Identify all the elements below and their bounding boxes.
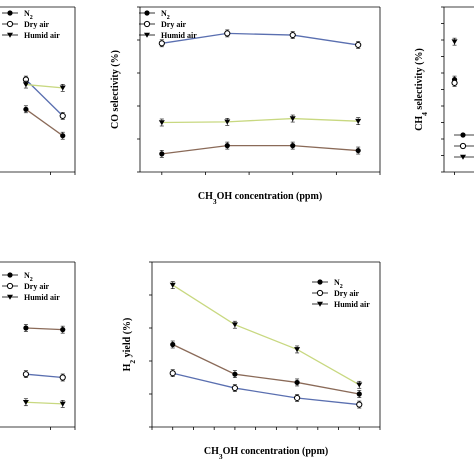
data-point-n2 [159, 151, 165, 157]
legend-label: Humid air [24, 31, 60, 40]
data-point-dry [293, 394, 301, 402]
y-axis-label: H2 yield (%) [122, 318, 137, 372]
legend-marker-humid [317, 301, 323, 307]
data-point-humid [224, 119, 231, 125]
legend-label: N2 [24, 271, 33, 283]
data-point-n2 [60, 133, 66, 139]
chart-panel-5: CH3OH concentration (ppm) H2 yield (%) N2D… [122, 261, 381, 461]
legend-marker-n2 [144, 10, 150, 16]
data-point-dry [169, 370, 176, 377]
data-point-humid [59, 85, 66, 91]
data-point-n2 [60, 327, 66, 333]
series-line-dry [25, 373, 63, 379]
x-axis-label: CH3OH concentration (ppm) [198, 191, 322, 206]
series-line-n2 [161, 144, 359, 155]
series-line-dry [172, 372, 360, 406]
plot-area [158, 29, 362, 158]
y-axis-label: CH4 selectivity (%) [414, 48, 429, 131]
legend-marker-n2 [460, 132, 466, 138]
data-point-n2 [294, 379, 300, 386]
data-point-n2 [224, 143, 230, 149]
data-point-humid [22, 399, 29, 406]
plot-area [169, 281, 363, 409]
series-line-humid [172, 284, 360, 386]
legend-label: Humid air [161, 31, 197, 40]
data-point-dry [59, 112, 66, 120]
data-point-humid [22, 82, 29, 88]
legend-marker-humid [144, 32, 150, 38]
legend-label: Humid air [334, 300, 370, 309]
data-point-humid [158, 120, 165, 126]
legend-marker-n2 [7, 10, 13, 16]
series-line-dry [161, 32, 359, 46]
data-point-dry [231, 384, 239, 392]
data-point-dry [355, 41, 362, 49]
legend-label: Humid air [24, 293, 60, 302]
data-point-humid [294, 347, 301, 353]
data-point-humid [289, 116, 296, 122]
data-point-n2 [23, 325, 29, 331]
data-point-n2 [355, 147, 361, 154]
legend-label: Dry air [24, 20, 50, 29]
legend-label: N2 [161, 9, 170, 21]
data-point-n2 [23, 106, 29, 112]
data-point-dry [356, 401, 363, 408]
x-axis-label: CH3OH concentration (ppm) [204, 446, 328, 461]
series-line-humid [25, 83, 63, 89]
legend-marker-dry [143, 20, 151, 28]
data-point-humid [59, 401, 66, 407]
data-point-dry [158, 40, 165, 47]
legend-markers [454, 132, 474, 160]
data-point-dry [59, 374, 66, 381]
legend-marker-humid [7, 294, 13, 300]
data-point-dry [289, 31, 296, 39]
legend-marker-dry [316, 289, 324, 297]
legend-marker-dry [459, 142, 467, 150]
data-point-humid [169, 282, 176, 288]
data-point-dry [22, 371, 30, 378]
data-point-n2 [290, 143, 296, 149]
legend-label: Dry air [334, 289, 360, 298]
chart-panel-3: CH4 selectivity (%) [414, 6, 474, 175]
legend-marker-humid [460, 154, 466, 160]
series-line-humid [161, 117, 359, 124]
data-point-humid [231, 322, 238, 328]
legend-marker-dry [6, 282, 14, 290]
data-point-dry [224, 30, 231, 37]
legend-label: Dry air [24, 282, 50, 291]
plot-area [22, 324, 66, 408]
series-line-n2 [25, 327, 63, 331]
plot-area [451, 37, 458, 87]
legend-label: N2 [24, 9, 33, 21]
legend-marker-n2 [7, 272, 13, 278]
data-point-dry [451, 79, 458, 87]
data-point-n2 [232, 371, 238, 377]
legend-marker-n2 [317, 279, 323, 285]
legend-marker-dry [6, 20, 14, 28]
series-line-humid [25, 401, 63, 405]
series-line-n2 [25, 108, 64, 137]
series-line-n2 [172, 343, 360, 395]
data-point-humid [451, 39, 458, 45]
data-point-n2 [356, 391, 362, 397]
chart-panel-2: CH3OH concentration (ppm) CO selectivity … [110, 6, 381, 206]
data-point-humid [356, 382, 363, 388]
legend-label: N2 [334, 278, 343, 290]
data-point-humid [355, 118, 362, 124]
y-axis-label: CO selectivity (%) [110, 50, 121, 129]
data-point-n2 [170, 341, 176, 348]
legend-label: Dry air [161, 20, 187, 29]
plot-area [22, 75, 66, 140]
legend-marker-humid [7, 32, 13, 38]
